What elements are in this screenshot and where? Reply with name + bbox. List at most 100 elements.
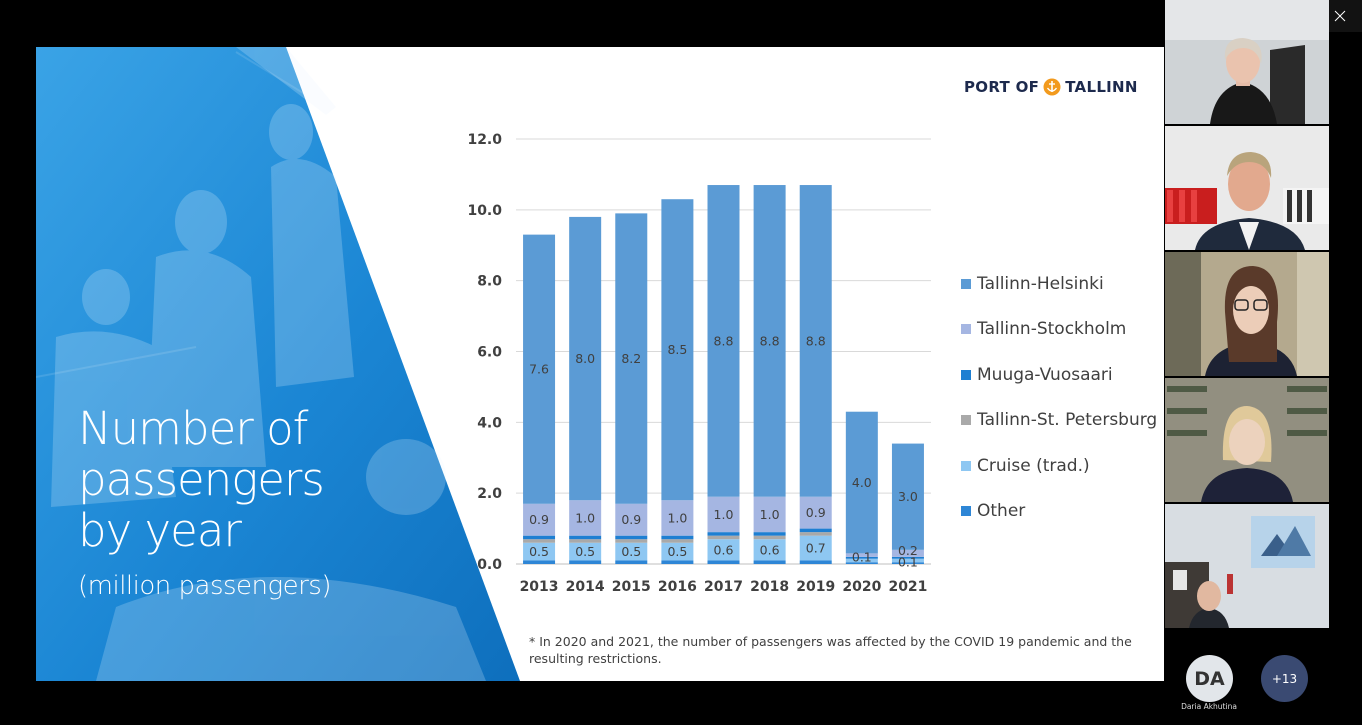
y-tick-label: 4.0 [477,415,502,431]
bar-segment [753,496,786,533]
data-label: 0.9 [529,512,549,527]
participant-video-5[interactable] [1165,504,1329,628]
shared-slide: Number of passengers by year (million pa… [36,47,1164,681]
x-tick-label: 2019 [796,579,835,595]
chart-bars [523,185,924,564]
bar-segment [615,503,648,536]
bar-segment [615,535,648,540]
logo-text-left: PORT OF [964,78,1040,96]
participant-video-2[interactable] [1165,126,1329,250]
data-label: 0.6 [760,542,780,557]
data-label: 3.0 [898,489,918,504]
bar-segment [707,532,740,536]
legend-item: Tallinn-Helsinki [961,261,1157,307]
data-label: 1.0 [760,507,780,522]
logo-text-right: TALLINN [1065,78,1138,96]
data-label: 8.8 [760,333,780,348]
data-label: 0.9 [621,512,641,527]
close-icon[interactable] [1317,0,1362,32]
data-label: 0.6 [714,542,734,557]
bar-segment [569,500,602,536]
data-label: 8.8 [714,333,734,348]
bar-segment [845,558,878,563]
legend-label: Cruise (trad.) [977,455,1090,476]
legend-swatch [961,278,971,289]
title-line-1: Number of [78,402,308,455]
bar-segment [891,556,924,559]
data-label: 8.5 [667,342,687,357]
bar-segment [661,535,694,540]
bar-segment [523,234,556,504]
bar-segment [569,535,602,540]
bar-segment [569,560,602,564]
data-label: 0.9 [806,505,826,520]
y-tick-label: 10.0 [467,203,502,219]
title-line-3: by year [78,504,242,557]
bar-segment [615,542,648,561]
port-of-tallinn-logo: PORT OF TALLINN [964,78,1138,96]
y-tick-label: 8.0 [477,274,502,290]
bar-segment [707,560,740,564]
legend-item: Tallinn-Stockholm [961,307,1157,353]
bar-segment [569,542,602,561]
legend-item: Cruise (trad.) [961,443,1157,489]
bar-segment [523,539,556,543]
legend-label: Tallinn-Stockholm [977,319,1127,340]
bar-segment [891,443,924,550]
legend-label: Muuga-Vuosaari [977,364,1113,385]
y-tick-label: 6.0 [477,345,502,361]
bar-segment [753,535,786,540]
bar-segment [569,216,602,501]
x-tick-label: 2017 [704,579,743,595]
y-tick-label: 0.0 [477,557,502,573]
bar-segment [845,562,878,564]
participant-video-4[interactable] [1165,378,1329,502]
bar-segment [661,500,694,536]
bar-segment [707,496,740,533]
bar-segment [799,185,832,497]
bar-segment [523,560,556,564]
participant-video-3[interactable] [1165,252,1329,376]
legend-swatch [961,460,971,471]
participant-avatar[interactable]: DA [1186,655,1233,702]
chart-data-labels: 7.6 0.9 0.5 8.0 1.0 0.5 8.2 0.9 0.5 8.5 1.0 0.5 8.8 1… [529,333,918,569]
bar-segment [661,199,694,501]
bar-segment [661,539,694,543]
participant-video-1[interactable] [1165,0,1329,124]
data-label: 0.5 [575,544,595,559]
bar-segment [799,496,832,529]
more-participants-button[interactable]: +13 [1261,655,1308,702]
bar-segment [845,553,878,557]
bar-segment [845,411,878,554]
chart-y-axis: 0.0 2.0 4.0 6.0 8.0 10.0 12.0 [467,132,502,573]
title-line-2: passengers [78,453,325,506]
data-label: 7.6 [529,362,549,377]
legend-swatch [961,369,971,380]
data-label: 8.2 [621,351,641,366]
data-label: 0.1 [852,549,872,564]
bar-segment [707,539,740,561]
x-tick-label: 2021 [888,579,927,595]
bar-segment [753,185,786,497]
data-label: 1.0 [667,510,687,525]
participant-name: Daria Akhutina [1181,702,1237,711]
bar-segment [523,535,556,540]
data-label: 8.8 [806,333,826,348]
anchor-icon [1043,78,1061,96]
bar-segment [523,503,556,536]
data-label: 8.0 [575,351,595,366]
bar-segment [615,560,648,564]
legend-item: Muuga-Vuosaari [961,352,1157,398]
bar-segment [707,185,740,497]
slide-footnote: * In 2020 and 2021, the number of passen… [529,634,1132,666]
bar-segment [707,535,740,540]
data-label: 0.1 [898,555,918,570]
bar-segment [799,560,832,564]
x-tick-label: 2018 [750,579,789,595]
legend-label: Other [977,501,1026,522]
legend-swatch [961,506,971,517]
x-tick-label: 2014 [566,579,605,595]
x-tick-label: 2016 [658,579,697,595]
bar-segment [753,532,786,536]
bar-segment [891,562,924,564]
